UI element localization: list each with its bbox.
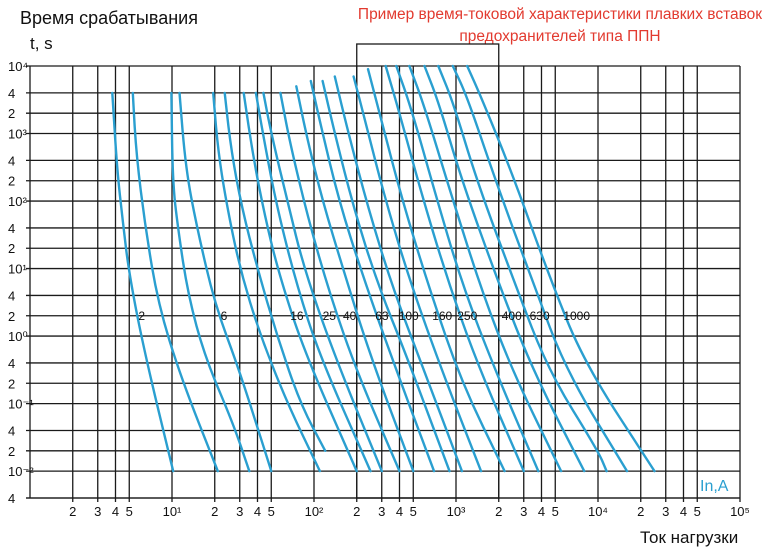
- curve-6: [170, 91, 251, 473]
- y-tick-label: 4: [8, 153, 15, 168]
- y-tick-label: 4: [8, 288, 15, 303]
- curve-label-25: 25: [323, 309, 337, 323]
- curve-label-16: 16: [290, 309, 304, 323]
- curve-4: [131, 91, 219, 473]
- curve-label-400: 400: [502, 309, 522, 323]
- y-tick-label: 10⁻²: [8, 464, 34, 479]
- curve-2: [111, 91, 175, 473]
- curve-label-1000: 1000: [563, 309, 590, 323]
- curve-label-100: 100: [399, 309, 419, 323]
- curves: [111, 64, 656, 473]
- current-unit-label: In,A: [700, 478, 729, 495]
- y-tick-labels: 10⁴ 4 2 10³ 4 2 10² 4 2 10¹ 4 2 10⁰ 4 2 10⁻¹ 4 2 10⁻² 4: [8, 59, 34, 506]
- y-axis-label: Время срабатывания: [20, 8, 198, 28]
- curve-label-6: 6: [221, 309, 228, 323]
- y-tick-label: 10¹: [8, 262, 27, 277]
- curve-100: [321, 79, 451, 473]
- chart-title: Пример время-токовой характеристики плав…: [357, 6, 763, 45]
- x-tick-label: 4: [396, 504, 403, 519]
- curve-label-250: 250: [457, 309, 477, 323]
- curve-label-40: 40: [343, 309, 357, 323]
- x-tick-label: 2: [211, 504, 218, 519]
- y-tick-label: 4: [8, 491, 15, 506]
- y-tick-label: 4: [8, 86, 15, 101]
- x-tick-label: 3: [520, 504, 527, 519]
- curve-63: [295, 85, 415, 473]
- x-tick-label: 4: [680, 504, 687, 519]
- curve-10: [178, 91, 273, 473]
- y-tick-label: 2: [8, 376, 15, 391]
- x-tick-label: 5: [410, 504, 417, 519]
- y-tick-label: 4: [8, 423, 15, 438]
- curve-31-5: [254, 91, 372, 473]
- x-tick-label: 2: [69, 504, 76, 519]
- x-tick-label: 2: [637, 504, 644, 519]
- curve-500: [423, 64, 586, 473]
- curve-label-160: 160: [432, 309, 452, 323]
- curve-250: [384, 64, 525, 473]
- curve-labels: 2 6 16 25 40 63 100 160 250 400 630 1000: [138, 309, 590, 323]
- y-axis-unit: t, s: [30, 34, 53, 53]
- y-tick-label: 2: [8, 241, 15, 256]
- x-tick-label: 4: [254, 504, 261, 519]
- y-tick-label: 10⁰: [8, 329, 28, 344]
- curve-80: [309, 79, 436, 473]
- curve-315: [395, 64, 540, 473]
- y-tick-label: 10²: [8, 194, 27, 209]
- curve-200: [366, 67, 506, 473]
- x-tick-labels: 2 3 4 5 10¹ 2 3 4 5 10² 2 3 4 5 10³ 2 3 4 5 10⁴ 2 3 4 5 10⁵: [69, 504, 750, 519]
- x-tick-label: 3: [94, 504, 101, 519]
- y-tick-label: 4: [8, 221, 15, 236]
- grid: [26, 65, 741, 502]
- y-tick-label: 2: [8, 444, 15, 459]
- x-tick-label: 10⁴: [588, 504, 608, 519]
- y-tick-label: 10³: [8, 127, 27, 142]
- curve-400: [408, 64, 563, 473]
- y-tick-label: 2: [8, 106, 15, 121]
- curve-25: [242, 91, 358, 473]
- curve-40: [262, 91, 383, 473]
- x-tick-label: 10⁵: [730, 504, 750, 519]
- curve-16: [212, 91, 322, 473]
- x-tick-label: 3: [378, 504, 385, 519]
- x-tick-label: 5: [126, 504, 133, 519]
- curve-20: [223, 91, 327, 452]
- x-tick-label: 5: [552, 504, 559, 519]
- curve-160: [352, 75, 483, 473]
- x-tick-label: 10³: [447, 504, 466, 519]
- x-tick-label: 4: [112, 504, 119, 519]
- y-tick-label: 2: [8, 174, 15, 189]
- y-tick-label: 4: [8, 356, 15, 371]
- x-tick-label: 2: [353, 504, 360, 519]
- x-tick-label: 3: [662, 504, 669, 519]
- y-tick-label: 10⁻¹: [8, 397, 34, 412]
- x-tick-label: 10¹: [163, 504, 182, 519]
- x-axis-label: Ток нагрузки: [640, 528, 739, 547]
- curve-1000: [466, 64, 656, 473]
- x-tick-label: 10²: [305, 504, 324, 519]
- curve-50: [279, 91, 401, 473]
- curve-125: [333, 75, 464, 473]
- y-tick-label: 10⁴: [8, 59, 28, 74]
- x-tick-label: 4: [538, 504, 545, 519]
- curve-label-63: 63: [375, 309, 389, 323]
- y-tick-label: 2: [8, 309, 15, 324]
- curve-label-2: 2: [138, 309, 145, 323]
- x-tick-label: 5: [694, 504, 701, 519]
- curve-630: [437, 64, 608, 473]
- x-tick-label: 5: [268, 504, 275, 519]
- x-tick-label: 2: [495, 504, 502, 519]
- x-tick-label: 3: [236, 504, 243, 519]
- curve-label-630: 630: [530, 309, 550, 323]
- curve-800: [451, 64, 629, 473]
